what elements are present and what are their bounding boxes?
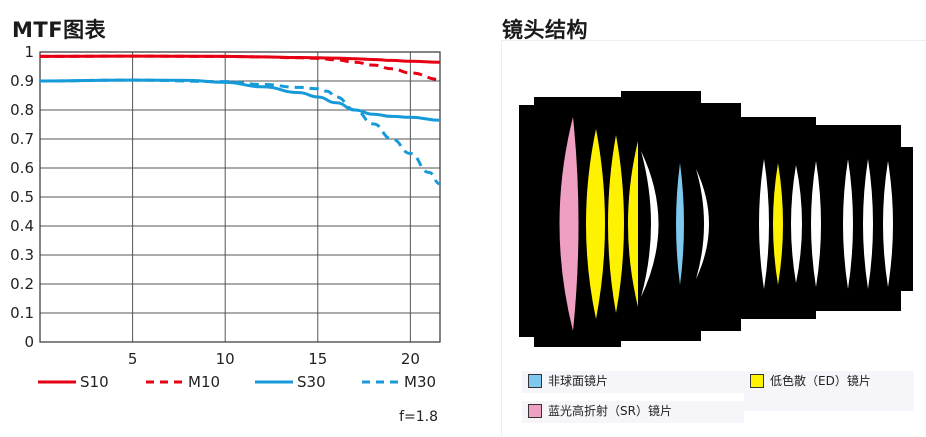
y-tick-label: 0.7 (10, 130, 34, 148)
chart-legend: S10 M10 S30 M30 (38, 373, 436, 391)
y-tick-label: 0.4 (10, 217, 34, 235)
mtf-chart: 0 0.1 0.2 0.3 0.4 0.5 0.6 0.7 0.8 0.9 1 5 10 15 20 S1… (10, 43, 441, 425)
aspherical-lens-element (676, 163, 684, 285)
legend-label-s10: S10 (80, 373, 109, 391)
lens-element (883, 161, 893, 287)
chart-frame (39, 51, 441, 343)
legend-sr-label: 蓝光高折射（SR）镜片 (548, 404, 672, 418)
ed-lens-element (586, 129, 605, 319)
lens-element (863, 159, 873, 289)
y-tick-label: 0.6 (10, 159, 34, 177)
y-tick-label: 0.8 (10, 101, 34, 119)
x-tick-labels: 5 10 15 20 (128, 350, 420, 368)
lens-element (811, 161, 821, 287)
sr-lens-element (559, 117, 579, 331)
legend-sr: 蓝光高折射（SR）镜片 (522, 401, 744, 423)
series-line-s10 (39, 54, 441, 64)
y-tick-labels: 0 0.1 0.2 0.3 0.4 0.5 0.6 0.7 0.8 0.9 1 (10, 43, 34, 351)
ed-swatch (750, 374, 764, 388)
legend-aspherical: 非球面镜片 (522, 371, 744, 393)
aspherical-swatch (528, 374, 542, 388)
y-tick-label: 0.9 (10, 72, 34, 90)
lens-element (791, 165, 802, 283)
lens-element (696, 169, 709, 279)
y-tick-label: 0.3 (10, 246, 34, 264)
lens-construction-diagram (519, 91, 913, 347)
plot-border (39, 51, 441, 343)
sr-swatch (528, 404, 542, 418)
mtf-chart-title: MTF图表 (12, 18, 107, 42)
x-tick-label: 5 (128, 350, 138, 368)
series-line-m30 (39, 78, 441, 186)
legend-ed: 低色散（ED）镜片 (744, 371, 914, 411)
y-tick-label: 1 (24, 43, 34, 61)
x-tick-label: 15 (308, 350, 327, 368)
legend-label-m10: M10 (188, 373, 220, 391)
y-tick-label: 0.1 (10, 304, 34, 322)
aperture-note: f=1.8 (399, 409, 438, 425)
series-group (39, 54, 441, 186)
y-tick-label: 0.5 (10, 188, 34, 206)
lens-element (641, 151, 659, 297)
legend-label-s30: S30 (297, 373, 326, 391)
legend-label-m30: M30 (404, 373, 436, 391)
lens-construction-panel: 非球面镜片 蓝光高折射（SR）镜片 低色散（ED）镜片 (501, 40, 926, 437)
legend-ed-label: 低色散（ED）镜片 (770, 374, 871, 388)
y-tick-label: 0.2 (10, 275, 34, 293)
lens-element (843, 159, 853, 289)
lens-element (759, 159, 769, 289)
y-tick-label: 0 (24, 333, 34, 351)
lens-elements (559, 117, 893, 331)
ed-lens-element (773, 163, 783, 285)
x-tick-label: 10 (216, 350, 235, 368)
lens-construction-title: 镜头结构 (502, 18, 588, 42)
series-line-m10 (39, 54, 441, 82)
ed-lens-element (608, 135, 624, 313)
legend-aspherical-label: 非球面镜片 (548, 374, 609, 388)
ed-lens-element (628, 141, 638, 307)
x-tick-label: 20 (401, 350, 420, 368)
